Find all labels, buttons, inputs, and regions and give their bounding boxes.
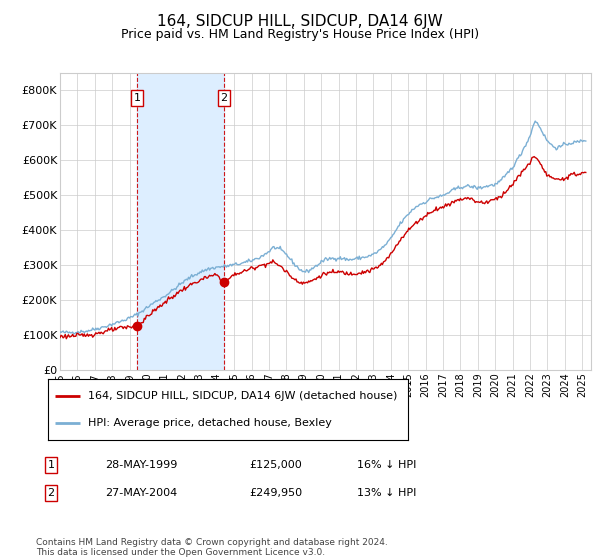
Text: HPI: Average price, detached house, Bexley: HPI: Average price, detached house, Bexl… [88, 418, 331, 428]
Text: Contains HM Land Registry data © Crown copyright and database right 2024.
This d: Contains HM Land Registry data © Crown c… [36, 538, 388, 557]
Text: 1: 1 [133, 93, 140, 103]
Text: 2: 2 [47, 488, 55, 498]
Text: £125,000: £125,000 [249, 460, 302, 470]
Text: 28-MAY-1999: 28-MAY-1999 [105, 460, 178, 470]
Text: 2: 2 [220, 93, 227, 103]
Bar [137, 73, 224, 370]
Text: 1: 1 [47, 460, 55, 470]
Text: 164, SIDCUP HILL, SIDCUP, DA14 6JW: 164, SIDCUP HILL, SIDCUP, DA14 6JW [157, 14, 443, 29]
Text: Price paid vs. HM Land Registry's House Price Index (HPI): Price paid vs. HM Land Registry's House … [121, 28, 479, 41]
Text: 164, SIDCUP HILL, SIDCUP, DA14 6JW (detached house): 164, SIDCUP HILL, SIDCUP, DA14 6JW (deta… [88, 391, 397, 401]
Text: 16% ↓ HPI: 16% ↓ HPI [357, 460, 416, 470]
Text: £249,950: £249,950 [249, 488, 302, 498]
Text: 27-MAY-2004: 27-MAY-2004 [105, 488, 177, 498]
Text: 13% ↓ HPI: 13% ↓ HPI [357, 488, 416, 498]
